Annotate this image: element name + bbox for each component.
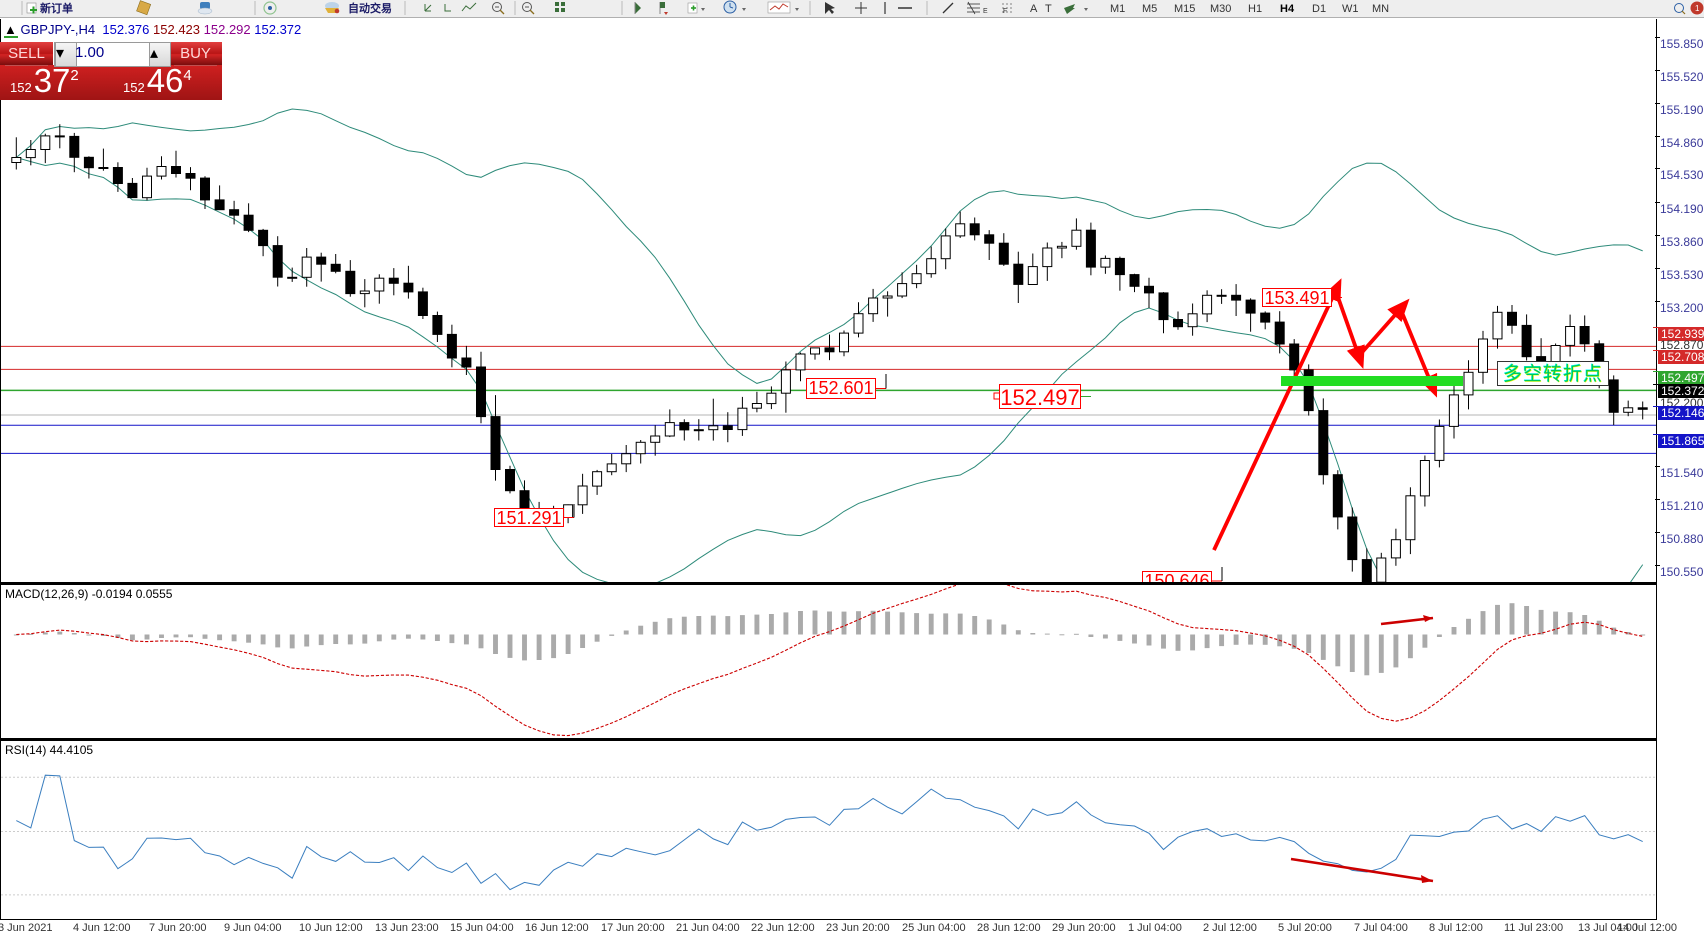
svg-text:F: F	[1003, 8, 1007, 15]
svg-text:MN: MN	[1372, 3, 1389, 15]
svg-text:H4: H4	[1280, 3, 1295, 15]
svg-text:M1: M1	[1110, 3, 1125, 15]
svg-text:新订单: 新订单	[40, 1, 73, 15]
svg-text:A: A	[1030, 3, 1038, 15]
svg-text:自动交易: 自动交易	[348, 1, 392, 15]
svg-text:W1: W1	[1342, 3, 1359, 15]
svg-text:M5: M5	[1142, 3, 1157, 15]
svg-text:E: E	[983, 8, 988, 15]
svg-text:D1: D1	[1312, 3, 1326, 15]
svg-text:M30: M30	[1210, 3, 1231, 15]
svg-text:H1: H1	[1248, 3, 1262, 15]
svg-text:M15: M15	[1174, 3, 1195, 15]
svg-text:T: T	[1045, 3, 1052, 15]
